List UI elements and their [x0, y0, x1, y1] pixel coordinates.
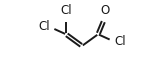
Text: O: O [101, 4, 110, 17]
Text: Cl: Cl [60, 4, 72, 17]
Text: Cl: Cl [38, 20, 50, 33]
Text: Cl: Cl [114, 35, 126, 48]
